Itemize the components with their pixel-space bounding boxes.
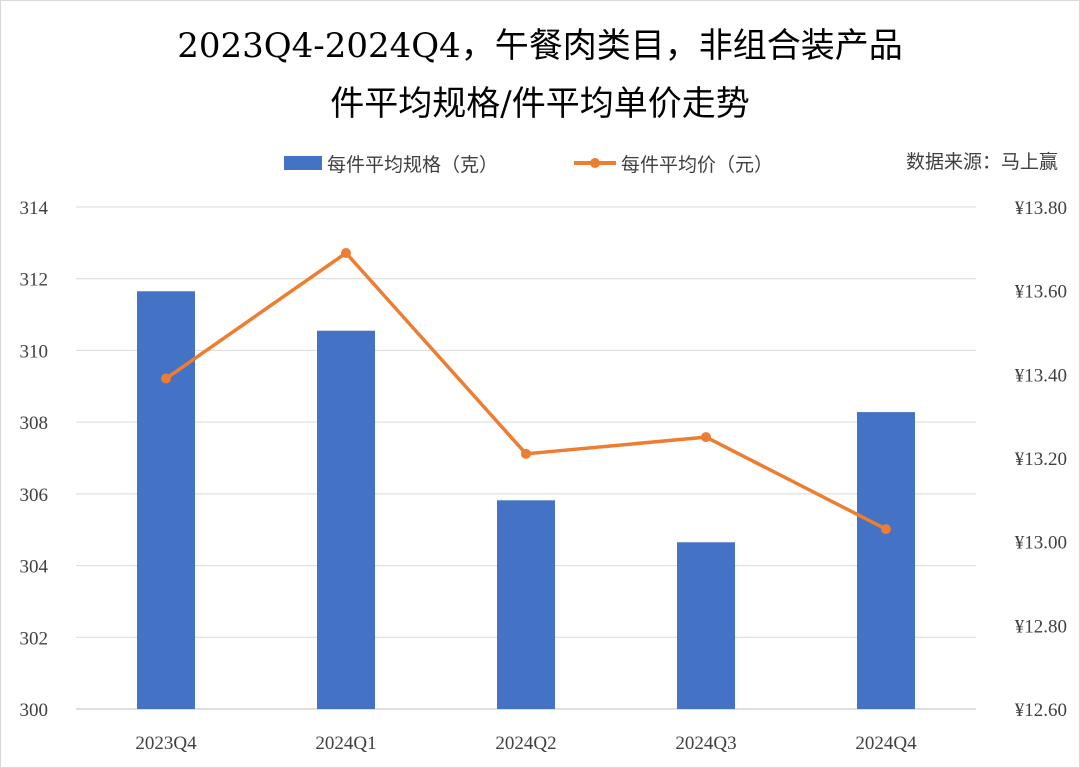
line-point bbox=[161, 373, 171, 384]
gridlines bbox=[76, 206, 976, 710]
line-point bbox=[341, 248, 351, 259]
legend: 每件平均规格（克） 每件平均价（元） bbox=[284, 154, 773, 176]
legend-bar-swatch bbox=[284, 156, 322, 170]
line-point bbox=[521, 448, 531, 459]
y-right-tick-label: ¥13.20 bbox=[1015, 449, 1067, 470]
y-right-tick-label: ¥12.80 bbox=[1015, 616, 1067, 637]
bar-series bbox=[137, 291, 915, 709]
bar bbox=[137, 291, 195, 709]
bar bbox=[497, 500, 555, 709]
y-left-tick-label: 306 bbox=[20, 485, 49, 506]
data-source-label: 数据来源：马上赢 bbox=[906, 151, 1058, 173]
bar bbox=[317, 330, 375, 709]
left-axis-ticks: 300 302 304 306 308 310 312 314 bbox=[20, 198, 49, 721]
y-left-tick-label: 300 bbox=[20, 700, 49, 721]
y-left-tick-label: 304 bbox=[20, 557, 49, 578]
right-axis-ticks: ¥12.60 ¥12.80 ¥13.00 ¥13.20 ¥13.40 ¥13.60 ¥13.… bbox=[1015, 198, 1067, 721]
legend-line-marker bbox=[590, 158, 600, 168]
y-right-tick-label: ¥12.60 bbox=[1015, 700, 1067, 721]
x-tick-label: 2024Q2 bbox=[495, 733, 556, 754]
x-axis-ticks: 2023Q4 2024Q1 2024Q2 2024Q3 2024Q4 bbox=[135, 733, 917, 754]
line-point bbox=[881, 524, 891, 535]
line-point bbox=[701, 432, 711, 443]
x-tick-label: 2024Q3 bbox=[675, 733, 736, 754]
y-left-tick-label: 310 bbox=[20, 341, 49, 362]
y-right-tick-label: ¥13.00 bbox=[1015, 533, 1067, 554]
bar bbox=[677, 542, 735, 709]
y-left-tick-label: 314 bbox=[20, 198, 49, 219]
legend-line-label: 每件平均价（元） bbox=[621, 154, 773, 176]
y-right-tick-label: ¥13.40 bbox=[1015, 365, 1067, 386]
legend-bar-label: 每件平均规格（克） bbox=[327, 154, 498, 176]
y-right-tick-label: ¥13.80 bbox=[1015, 198, 1067, 219]
bar bbox=[857, 412, 915, 709]
y-left-tick-label: 308 bbox=[20, 413, 49, 434]
y-left-tick-label: 302 bbox=[20, 628, 49, 649]
y-right-tick-label: ¥13.60 bbox=[1015, 282, 1067, 303]
x-tick-label: 2024Q4 bbox=[855, 733, 917, 754]
chart-title-line-1: 2023Q4-2024Q4，午餐肉类目，非组合装产品 bbox=[177, 26, 903, 66]
chart-title-line-2: 件平均规格/件平均单价走势 bbox=[330, 84, 749, 124]
y-left-tick-label: 312 bbox=[20, 270, 49, 291]
x-tick-label: 2023Q4 bbox=[135, 733, 197, 754]
price-line bbox=[164, 251, 887, 531]
x-tick-label: 2024Q1 bbox=[315, 733, 376, 754]
line-series bbox=[161, 248, 891, 535]
